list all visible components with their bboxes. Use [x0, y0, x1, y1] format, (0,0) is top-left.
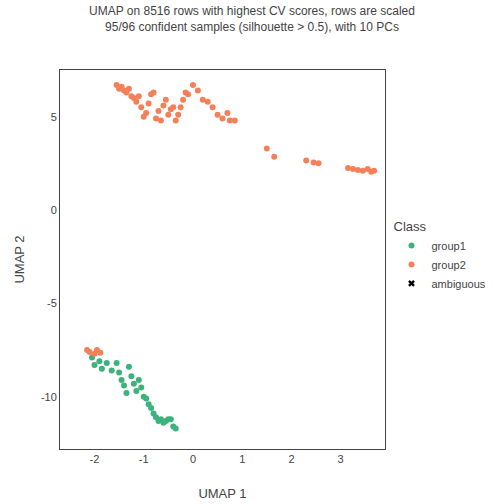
svg-text:3: 3 — [338, 453, 344, 465]
svg-text:-10: -10 — [41, 391, 57, 403]
svg-text:Class: Class — [394, 219, 427, 234]
svg-text:UMAP 2: UMAP 2 — [12, 235, 27, 283]
svg-text:0: 0 — [51, 204, 57, 216]
svg-text:-5: -5 — [47, 297, 57, 309]
svg-text:ambiguous: ambiguous — [432, 278, 486, 290]
svg-text:-1: -1 — [139, 453, 149, 465]
svg-text:group2: group2 — [432, 259, 466, 271]
svg-text:0: 0 — [190, 453, 196, 465]
svg-text:UMAP 1: UMAP 1 — [198, 486, 246, 501]
svg-text:-2: -2 — [90, 453, 100, 465]
svg-text:group1: group1 — [432, 240, 466, 252]
svg-text:UMAP on 8516 rows with highest: UMAP on 8516 rows with highest CV scores… — [89, 4, 415, 34]
svg-text:5: 5 — [51, 111, 57, 123]
svg-text:1: 1 — [239, 453, 245, 465]
svg-text:2: 2 — [288, 453, 294, 465]
